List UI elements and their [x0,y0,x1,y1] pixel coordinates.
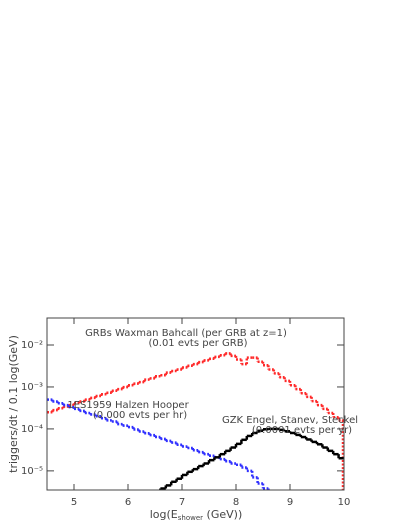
series-annotation: GZK Engel, Stanev, Steckel [222,415,358,426]
x-tick-label: 8 [233,497,239,508]
series-annotation: 1ES1959 Halzen Hooper [67,400,189,411]
x-tick-label: 9 [287,497,293,508]
x-tick-label: 7 [179,497,185,508]
y-tick-label: 10⁻⁴ [21,424,43,435]
y-tick-label: 10⁻⁵ [21,466,43,477]
x-axis-label: log(Eshower (GeV)) [150,508,242,522]
x-label-main: log(E [150,508,178,521]
x-label-tail: (GeV)) [203,508,242,521]
x-tick-label: 6 [125,497,131,508]
y-tick-label: 10⁻² [21,340,43,351]
series-annotation: (0.0001 evts per yr) [252,425,352,436]
y-axis-label: triggers/dt / 0.1 log(GeV) [7,335,20,473]
x-label-sub: shower [178,514,203,522]
step-riser [51,353,345,490]
x-tick-label: 10 [338,497,351,508]
series-annotation: (0.01 evts per GRB) [149,338,248,349]
plot-frame [46,317,345,491]
x-tick-label: 5 [71,497,77,508]
y-tick-label: 10⁻³ [21,382,43,393]
series-annotation: (0.000 evts per hr) [93,410,187,421]
series-annotation: GRBs Waxman Bahcall (per GRB at z=1) [85,328,287,339]
step-riser [159,428,340,490]
